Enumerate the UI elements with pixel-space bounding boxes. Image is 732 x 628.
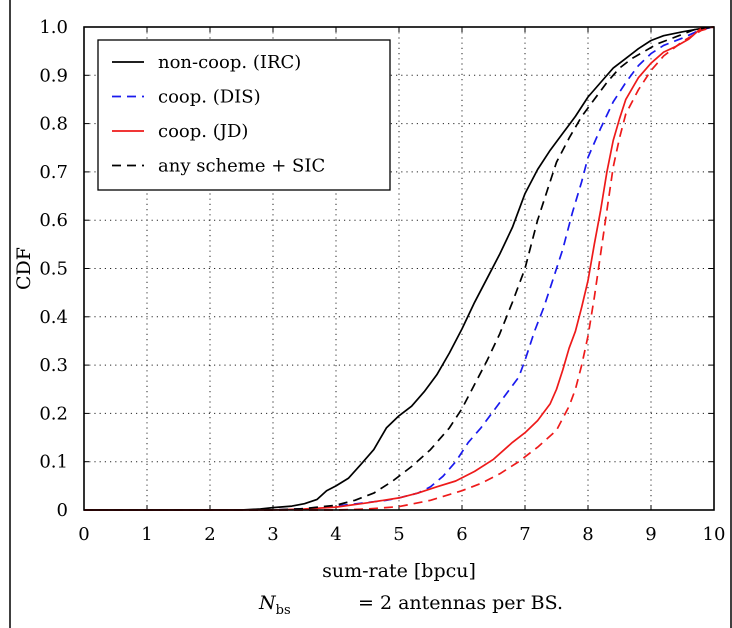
y-tick-label: 0.4 xyxy=(39,307,68,328)
legend: non-coop. (IRC) coop. (DIS) coop. (JD) any … xyxy=(97,39,391,191)
series-lines xyxy=(84,26,715,511)
series-line-0 xyxy=(84,26,715,511)
y-tick-label: 0.5 xyxy=(39,259,68,280)
axis-ticks xyxy=(83,26,715,511)
x-tick-labels: 0 1 2 3 4 5 6 7 8 9 10 xyxy=(78,524,725,545)
x-tick-label: 5 xyxy=(393,524,404,545)
series-line-2 xyxy=(84,26,715,511)
x-tick-label: 7 xyxy=(519,524,530,545)
caption-subscript: bs xyxy=(275,602,291,618)
y-tick-label: 0.2 xyxy=(39,403,68,424)
legend-label: coop. (JD) xyxy=(158,121,248,142)
y-tick-label: 1.0 xyxy=(39,17,68,38)
x-tick-label: 2 xyxy=(204,524,215,545)
legend-label: any scheme + SIC xyxy=(158,156,325,177)
y-tick-labels: 0 0.1 0.2 0.3 0.4 0.5 0.6 0.7 0.8 0.9 1.0 xyxy=(39,17,68,521)
legend-box xyxy=(97,39,391,191)
y-tick-label: 0.7 xyxy=(39,162,68,183)
y-tick-label: 0.8 xyxy=(39,114,68,135)
y-tick-label: 0.3 xyxy=(39,355,68,376)
x-axis-label: sum-rate [bpcu] xyxy=(322,560,476,582)
x-tick-label: 6 xyxy=(456,524,467,545)
y-tick-label: 0.6 xyxy=(39,210,68,231)
legend-label: non-coop. (IRC) xyxy=(158,52,301,73)
x-tick-label: 3 xyxy=(267,524,278,545)
x-tick-label: 1 xyxy=(141,524,152,545)
caption-variable: N xyxy=(259,592,276,614)
cdf-plot: 0 1 2 3 4 5 6 7 8 9 10 0 0.1 0.2 0.3 0.4 0.5 0.6 0.7 0.8 0.… xyxy=(13,17,725,582)
series-line-3 xyxy=(84,26,715,511)
caption-text: = 2 antennas per BS. xyxy=(358,592,563,614)
x-tick-label: 10 xyxy=(703,524,726,545)
legend-label: coop. (DIS) xyxy=(158,87,261,108)
y-tick-label: 0 xyxy=(57,500,68,521)
y-tick-label: 0.9 xyxy=(39,65,68,86)
y-tick-label: 0.1 xyxy=(39,452,68,473)
x-tick-label: 4 xyxy=(330,524,341,545)
series-line-4 xyxy=(84,26,715,511)
y-axis-label: CDF xyxy=(13,247,35,290)
x-tick-label: 8 xyxy=(582,524,593,545)
x-tick-label: 0 xyxy=(78,524,89,545)
x-tick-label: 9 xyxy=(645,524,656,545)
caption-symbol: Nbs xyxy=(259,592,291,618)
plot-border xyxy=(83,26,715,511)
